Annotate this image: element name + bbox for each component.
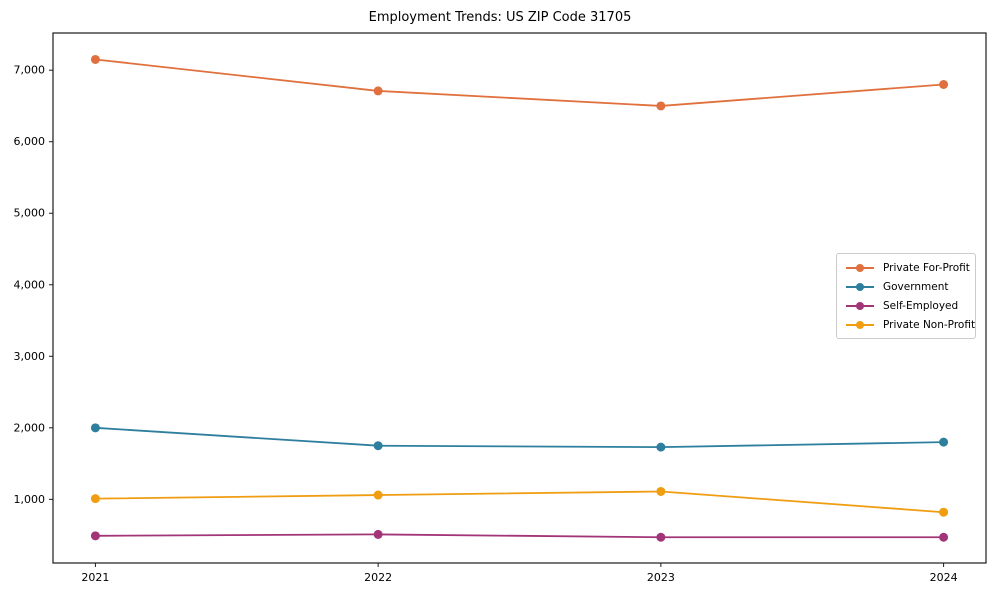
data-point-private-for-profit: [939, 79, 949, 89]
series-line-private-non-profit: [95, 490, 944, 514]
plot-frame: [52, 32, 987, 564]
legend-marker-icon: [846, 263, 874, 273]
legend-item-private-non-profit: Private Non-Profit: [846, 318, 975, 332]
chart-title: Employment Trends: US ZIP Code 31705: [368, 10, 632, 25]
legend-marker-icon: [846, 301, 874, 311]
legend-label: Private For-Profit: [883, 261, 970, 274]
data-point-self-employed: [939, 532, 949, 542]
legend: Private For-Profit Government Self-Emplo…: [836, 253, 976, 339]
legend-label: Self-Employed: [883, 299, 959, 312]
data-point-private-non-profit: [90, 494, 100, 504]
data-point-private-non-profit: [373, 490, 383, 500]
legend-marker-icon: [846, 282, 874, 292]
legend-marker-icon: [846, 320, 874, 330]
legend-label: Private Non-Profit: [883, 318, 976, 331]
legend-label: Government: [883, 280, 949, 293]
data-point-private-non-profit: [939, 507, 949, 517]
data-point-self-employed: [90, 531, 100, 541]
y-tick-label: 4,000: [14, 278, 46, 291]
y-tick-label: 7,000: [14, 64, 46, 77]
series-line-government: [95, 426, 944, 449]
y-tick-label: 2,000: [14, 421, 46, 434]
legend-item-self-employed: Self-Employed: [846, 299, 971, 313]
x-tick-label: 2023: [647, 571, 675, 584]
y-tick-label: 3,000: [14, 350, 46, 363]
data-point-government: [373, 441, 383, 451]
data-point-government: [90, 423, 100, 433]
data-point-private-for-profit: [656, 101, 666, 111]
data-point-government: [939, 437, 949, 447]
y-tick-label: 6,000: [14, 135, 46, 148]
x-tick-label: 2024: [930, 571, 958, 584]
y-tick-label: 1,000: [14, 493, 46, 506]
legend-item-private-for-profit: Private For-Profit: [846, 261, 971, 275]
data-point-government: [656, 442, 666, 452]
data-point-private-for-profit: [90, 54, 100, 64]
data-point-private-non-profit: [656, 486, 666, 496]
series-line-self-employed: [95, 533, 944, 539]
data-point-self-employed: [656, 532, 666, 542]
data-point-private-for-profit: [373, 86, 383, 96]
legend-item-government: Government: [846, 280, 971, 294]
y-tick-label: 5,000: [14, 207, 46, 220]
x-tick-label: 2022: [364, 571, 392, 584]
data-point-self-employed: [373, 529, 383, 539]
series-line-private-for-profit: [95, 58, 944, 107]
x-tick-label: 2021: [81, 571, 109, 584]
